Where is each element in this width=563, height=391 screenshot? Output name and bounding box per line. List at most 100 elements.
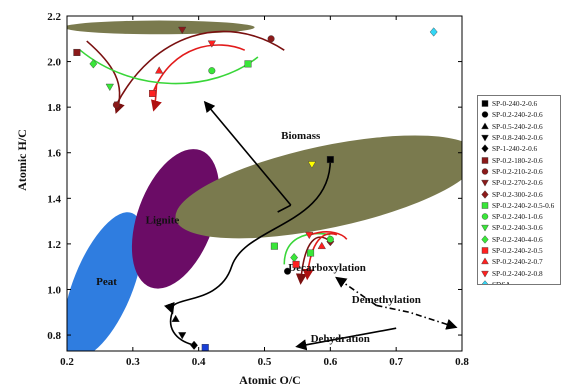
x-tick-label: 0.8 [455, 356, 469, 368]
legend-marker-shape [481, 122, 489, 129]
region-top-band [67, 20, 255, 35]
arrow-darkred-top [115, 30, 285, 106]
x-axis-label: Atomic O/C [239, 373, 301, 387]
legend-item: SP-0.5-240-2-0.6 [480, 121, 558, 132]
legend-label: SP-0.5-240-2-0.6 [492, 121, 543, 131]
legend-item: SP-0.2-240-2-0.8 [480, 267, 558, 278]
legend-label: SP-0.2-240-2-0.7 [492, 257, 543, 267]
legend-marker-shape [481, 189, 489, 199]
point-sp-0.2-240-2-0.6-0 [284, 267, 292, 275]
legend-label: SDSA [492, 279, 511, 285]
legend-label: SP-0.2-270-2-0.6 [492, 178, 543, 188]
legend-marker-shape [481, 100, 489, 107]
legend-marker [481, 100, 489, 107]
legend-label: SP-0.8-240-2-0.6 [492, 133, 543, 143]
point-sp-0.2-210-2-0.6-0 [112, 101, 120, 109]
legend-marker [481, 168, 489, 175]
legend-marker-shape [481, 180, 489, 187]
point-sp-0.2-180-2-0.6-0 [73, 48, 81, 56]
annotation-decarboxylation: Decarboxylation [288, 262, 366, 274]
y-tick-label: 2.0 [47, 57, 61, 69]
legend-marker [481, 202, 489, 209]
point-sp-0.2-240-2-0.5-0 [149, 89, 157, 97]
arrow-darkred-left [86, 40, 125, 114]
legend-label: SP-0.2-210-2-0.6 [492, 166, 543, 176]
legend-label: SP-0-240-2-0.6 [492, 99, 538, 109]
legend-item: SP-1-240-2-0.6 [480, 143, 558, 154]
x-tick-label: 0.7 [389, 356, 403, 368]
legend-marker-shape [481, 257, 489, 265]
legend-label: SP-0.2-240-2-0.8 [492, 268, 543, 278]
y-tick-label: 1.0 [47, 284, 61, 296]
point-sp-0.5-240-2-0.6-0 [171, 314, 180, 322]
point-sp-0-240-2-0.6-0 [326, 156, 334, 164]
y-tick-label: 1.2 [47, 239, 61, 251]
point-sp-0.2-240-2-0.8-1 [305, 231, 314, 240]
y-tick-label: 1.4 [47, 193, 61, 205]
legend-marker [481, 189, 489, 199]
legend-label: SP-0.2-240-2-0.5 [492, 246, 543, 255]
legend-label: SP-0.2-300-2-0.6 [492, 189, 543, 199]
x-tick-label: 0.2 [60, 356, 74, 368]
annotation-lignite: Lignite [146, 214, 180, 226]
legend-marker [481, 134, 489, 142]
arrow-black-curve [164, 159, 332, 315]
legend-item: SDSA [480, 279, 558, 285]
curve-green-top [79, 49, 259, 85]
legend-item: SP-0.2-210-2-0.6 [480, 166, 558, 177]
point-sp-0.2-270-2-0.6-0 [178, 26, 187, 35]
legend: SP-0-240-2-0.6 SP-0.2-240-2-0.6 SP-0.5-240… [477, 95, 561, 285]
legend-marker-shape [481, 144, 489, 154]
legend-marker-shape [481, 247, 489, 254]
y-tick-label: 2.2 [47, 11, 61, 23]
y-tick-label: 1.8 [47, 102, 61, 114]
y-tick-label: 0.8 [47, 330, 61, 342]
annotation-dehydration: Dehydration [311, 333, 370, 345]
point-sp-0.2-240-2-0.7-0 [155, 66, 164, 74]
legend-marker [481, 213, 489, 220]
point-sp-0.2-240-4-0.6-1 [290, 252, 299, 263]
legend-marker-shape [481, 225, 489, 232]
legend-item: SP-0.2-240-4-0.6 [480, 234, 558, 245]
legend-item: SP-0.2-240-3-0.6 [480, 222, 558, 233]
legend-marker-shape [481, 202, 489, 209]
point-sp-0.2-240-2-0.5-0.6-2 [307, 249, 315, 257]
y-tick-label: 1.6 [47, 148, 61, 160]
legend-marker [481, 156, 489, 164]
legend-item: SP-0.2-240-2-0.7 [480, 256, 558, 267]
legend-marker [481, 234, 489, 244]
legend-label: SP-0.2-240-1-0.6 [492, 212, 543, 222]
legend-item: SP-0.2-180-2-0.6 [480, 154, 558, 165]
legend-marker-shape [481, 270, 489, 278]
region-lignite [131, 149, 220, 289]
arrow-red-down [150, 84, 162, 112]
arrow-black-up-tail [277, 204, 292, 213]
point-sp-0.2-240-1-0.6-1 [326, 235, 334, 243]
legend-item: SP-0.2-240-2-0.5-0.6 [480, 200, 558, 211]
point-sp-0.2-240-2-0.5-1 [292, 260, 300, 268]
x-tick-label: 0.3 [126, 356, 140, 368]
arrow-dehydration [295, 327, 397, 351]
legend-item: SP-0.2-300-2-0.6 [480, 188, 558, 199]
point-sp-0.2-210-2-0.6-1 [267, 35, 275, 43]
x-tick-label: 0.4 [192, 356, 206, 368]
legend-marker-shape [481, 213, 489, 220]
legend-marker-shape [481, 111, 489, 119]
legend-marker-shape [481, 234, 489, 244]
point-sp-0.2-240-2-0.5-0.6-0 [270, 242, 278, 250]
region-biomass [175, 135, 462, 239]
legend-marker-shape [481, 168, 489, 175]
legend-item: SP-0.2-240-1-0.6 [480, 211, 558, 222]
legend-marker [481, 225, 489, 232]
legend-item: SP-0.8-240-2-0.6 [480, 132, 558, 143]
point-sp-0.2-240-2-0.7-1 [317, 241, 326, 250]
arrow-darkred-bottom [295, 236, 331, 285]
point-sp-0.2-240-2-0.8-0 [207, 40, 216, 48]
curve-green-bottom [283, 232, 331, 265]
legend-marker-shape [481, 134, 489, 142]
point-sp-0.2-240-4-0.6-0 [89, 59, 98, 69]
legend-marker [481, 144, 489, 154]
region-peat [67, 212, 144, 351]
legend-marker-shape [481, 156, 489, 164]
